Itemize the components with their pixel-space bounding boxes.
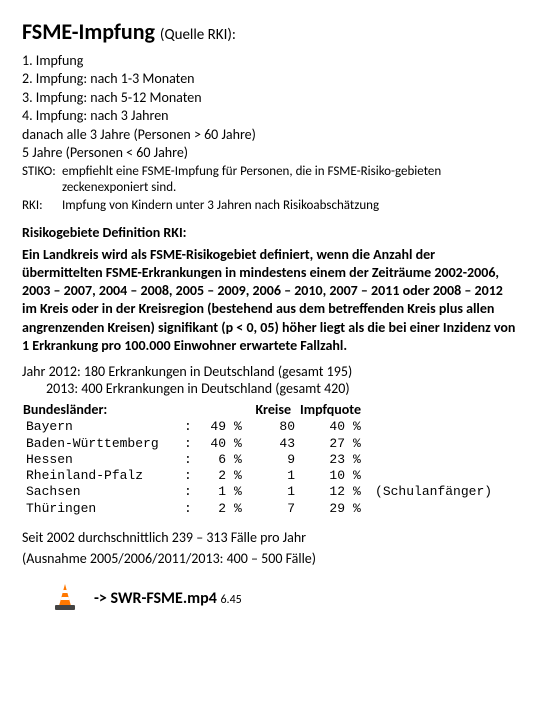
cell-colon: : bbox=[180, 419, 200, 435]
cell-pct: 49 bbox=[200, 419, 230, 435]
media-duration: 6.45 bbox=[220, 593, 241, 607]
state-table: Bundesländer: Kreise Impfquote Bayern:49… bbox=[22, 400, 496, 517]
vaccination-schedule: 1. Impfung 2. Impfung: nach 1-3 Monaten … bbox=[22, 52, 518, 162]
table-row: Rheinland-Pfalz:2%110% bbox=[22, 468, 496, 484]
cell-pct-sym: % bbox=[230, 501, 250, 517]
schedule-item-indent: 5 Jahre (Personen < 60 Jahre) bbox=[22, 144, 518, 162]
cell-pct-sym: % bbox=[230, 468, 250, 484]
note-text: Impfung von Kindern unter 3 Jahren nach … bbox=[62, 198, 379, 214]
cell-pct-sym: % bbox=[230, 436, 250, 452]
cell-colon: : bbox=[180, 501, 200, 517]
year-line-2: 2013: 400 Erkrankungen in Deutschland (g… bbox=[46, 380, 518, 398]
media-arrow: -> bbox=[94, 589, 107, 608]
col-header-quote: Impfquote bbox=[299, 400, 369, 420]
schedule-item: 1. Impfung bbox=[22, 52, 518, 70]
schedule-item: danach alle 3 Jahre (Personen > 60 Jahre… bbox=[22, 126, 518, 144]
cell-pct-sym: % bbox=[230, 484, 250, 500]
cell-kreise: 43 bbox=[250, 436, 299, 452]
cell-kreise: 1 bbox=[250, 484, 299, 500]
cell-name: Rheinland-Pfalz bbox=[22, 468, 180, 484]
media-link[interactable]: -> SWR-FSME.mp4 6.45 bbox=[22, 582, 518, 617]
cell-colon: : bbox=[180, 436, 200, 452]
cell-name: Bayern bbox=[22, 419, 180, 435]
cell-pct: 40 bbox=[200, 436, 230, 452]
cell-pct: 6 bbox=[200, 452, 230, 468]
cell-quote: 29 bbox=[299, 501, 349, 517]
cell-colon: : bbox=[180, 452, 200, 468]
cell-quote: 27 bbox=[299, 436, 349, 452]
cell-pct-sym: % bbox=[230, 419, 250, 435]
year-stats: Jahr 2012: 180 Erkrankungen in Deutschla… bbox=[22, 363, 518, 398]
definition-body: Ein Landkreis wird als FSME-Risikogebiet… bbox=[22, 246, 518, 355]
cell-pct: 1 bbox=[200, 484, 230, 500]
cell-kreise: 7 bbox=[250, 501, 299, 517]
media-file: SWR-FSME.mp4 bbox=[111, 589, 217, 608]
cell-extra bbox=[369, 452, 496, 468]
cell-name: Baden-Württemberg bbox=[22, 436, 180, 452]
cell-pct: 2 bbox=[200, 501, 230, 517]
media-text: -> SWR-FSME.mp4 6.45 bbox=[94, 589, 242, 609]
cell-quote: 23 bbox=[299, 452, 349, 468]
year-line-1: Jahr 2012: 180 Erkrankungen in Deutschla… bbox=[22, 363, 518, 381]
schedule-item: 4. Impfung: nach 3 Jahren bbox=[22, 107, 518, 125]
table-row: Thüringen:2%729% bbox=[22, 501, 496, 517]
cell-quote: 40 bbox=[299, 419, 349, 435]
cell-extra bbox=[369, 501, 496, 517]
cell-quote: 12 bbox=[299, 484, 349, 500]
cell-name: Sachsen bbox=[22, 484, 180, 500]
notes-block: STIKO: empfiehlt eine FSME-Impfung für P… bbox=[22, 164, 518, 215]
table-row: Baden-Württemberg:40%4327% bbox=[22, 436, 496, 452]
schedule-item: 2. Impfung: nach 1-3 Monaten bbox=[22, 70, 518, 88]
col-header-states: Bundesländer: bbox=[22, 400, 250, 420]
cell-quote: 10 bbox=[299, 468, 349, 484]
cell-quote-sym: % bbox=[349, 452, 369, 468]
schedule-item: 3. Impfung: nach 5-12 Monaten bbox=[22, 89, 518, 107]
cell-quote-sym: % bbox=[349, 484, 369, 500]
cell-extra bbox=[369, 419, 496, 435]
note-text: empfiehlt eine FSME-Impfung für Personen… bbox=[62, 164, 518, 197]
cell-pct: 2 bbox=[200, 468, 230, 484]
footer-line-1: Seit 2002 durchschnittlich 239 – 313 Fäl… bbox=[22, 529, 518, 547]
note-stiko: STIKO: empfiehlt eine FSME-Impfung für P… bbox=[22, 164, 518, 197]
cell-colon: : bbox=[180, 468, 200, 484]
cell-kreise: 9 bbox=[250, 452, 299, 468]
note-label: STIKO: bbox=[22, 164, 62, 197]
footer-line-2: (Ausnahme 2005/2006/2011/2013: 400 – 500… bbox=[22, 550, 518, 568]
table-header-row: Bundesländer: Kreise Impfquote bbox=[22, 400, 496, 420]
cell-quote-sym: % bbox=[349, 419, 369, 435]
cell-quote-sym: % bbox=[349, 501, 369, 517]
vlc-cone-icon bbox=[52, 582, 78, 617]
table-row: Hessen:6%923% bbox=[22, 452, 496, 468]
table-row: Bayern:49%8040% bbox=[22, 419, 496, 435]
col-header-kreise: Kreise bbox=[250, 400, 299, 420]
cell-name: Hessen bbox=[22, 452, 180, 468]
table-row: Sachsen:1%112%(Schulanfänger) bbox=[22, 484, 496, 500]
cell-pct-sym: % bbox=[230, 452, 250, 468]
cell-extra: (Schulanfänger) bbox=[369, 484, 496, 500]
cell-extra bbox=[369, 436, 496, 452]
cell-kreise: 80 bbox=[250, 419, 299, 435]
cell-quote-sym: % bbox=[349, 436, 369, 452]
cell-colon: : bbox=[180, 484, 200, 500]
title-main: FSME-Impfung bbox=[22, 18, 155, 45]
page-title: FSME-Impfung (Quelle RKI): bbox=[22, 18, 518, 46]
note-label: RKI: bbox=[22, 198, 62, 214]
cell-extra bbox=[369, 468, 496, 484]
cell-kreise: 1 bbox=[250, 468, 299, 484]
cell-name: Thüringen bbox=[22, 501, 180, 517]
note-rki: RKI: Impfung von Kindern unter 3 Jahren … bbox=[22, 198, 518, 214]
title-sub: (Quelle RKI): bbox=[160, 26, 236, 44]
cell-quote-sym: % bbox=[349, 468, 369, 484]
definition-title: Risikogebiete Definition RKI: bbox=[22, 224, 518, 242]
